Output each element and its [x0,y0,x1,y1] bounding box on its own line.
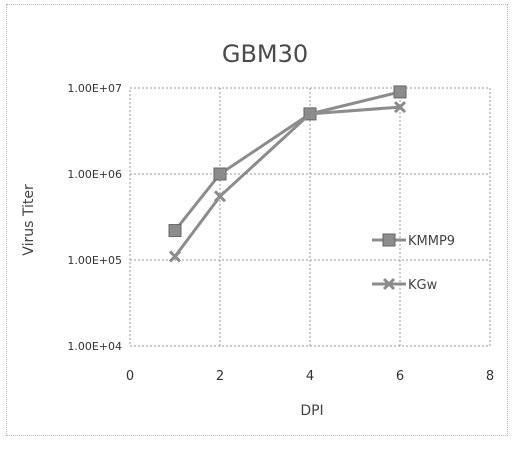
chart-frame [6,4,508,436]
series-line [173,90,401,232]
x-tick-label: 8 [486,369,494,384]
legend-label: KMMP9 [408,234,455,249]
y-tick-labels: 1.00E+04 1.00E+05 1.00E+06 1.00E+07 [67,82,122,353]
y-tick-label: 1.00E+04 [67,340,122,353]
data-point-square [213,167,227,181]
y-tick-label: 1.00E+07 [67,82,122,95]
data-point-x [393,101,407,114]
data-point-square [382,233,396,247]
series-line [173,105,401,258]
chart-title: GBM30 [222,40,308,68]
data-point-square [168,224,182,238]
y-axis-label: Virus Titer [21,184,37,256]
grid [129,87,491,347]
x-tick-label: 2 [216,369,224,384]
y-tick-label: 1.00E+06 [67,168,122,181]
data-point-x [168,250,182,263]
data-point-x [303,107,317,120]
data-point-x [382,277,396,291]
y-tick-label: 1.00E+05 [67,254,122,267]
x-tick-label: 0 [126,369,134,384]
legend-label: KGw [408,278,438,293]
series [168,85,407,263]
data-point-square [393,85,407,99]
data-point-x [213,190,227,203]
x-axis-label: DPI [300,403,323,419]
x-tick-labels: 0 2 4 6 8 [126,369,494,384]
x-tick-label: 4 [306,369,314,384]
legend: KMMP9 KGw [372,233,455,293]
x-tick-label: 6 [396,369,404,384]
